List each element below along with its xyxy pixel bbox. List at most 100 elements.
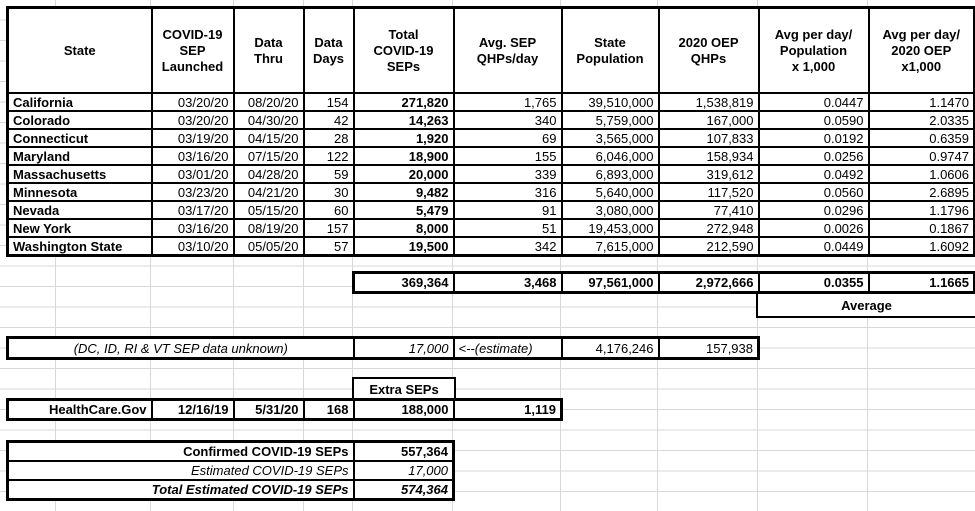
cell-avg-per-pop[interactable]: 0.0296 [757,200,870,220]
cell-days[interactable]: 157 [302,218,355,238]
cell-hcg-thru[interactable]: 5/31/20 [232,398,305,421]
cell-oep-qhps[interactable]: 1,538,819 [657,92,760,112]
cell-population[interactable]: 39,510,000 [560,92,660,112]
cell-total-seps[interactable]: 20,000 [352,164,455,184]
cell-avg-per-pop[interactable]: 0.0492 [757,164,870,184]
cell-state[interactable]: California [6,92,153,112]
cell-estimated-value[interactable]: 17,000 [352,460,455,481]
cell-total-seps[interactable]: 1,920 [352,128,455,148]
cell-avg-per-oep[interactable]: 1.1796 [867,200,975,220]
cell-population[interactable]: 5,759,000 [560,110,660,130]
cell-oep-qhps[interactable]: 107,833 [657,128,760,148]
cell-estimate-oep-qhps[interactable]: 157,938 [657,336,760,360]
cell-avg-per-oep[interactable]: 2.0335 [867,110,975,130]
cell-population-sum[interactable]: 97,561,000 [560,271,660,294]
cell-launched[interactable]: 03/01/20 [150,164,235,184]
column-header-state-population[interactable]: State Population [560,6,660,94]
cell-launched[interactable]: 03/17/20 [150,200,235,220]
cell-total-estimated-label[interactable]: Total Estimated COVID-19 SEPs [6,479,355,501]
cell-state[interactable]: Connecticut [6,128,153,148]
cell-thru[interactable]: 08/19/20 [232,218,305,238]
column-header-state[interactable]: State [6,6,153,94]
column-header-sep-launched[interactable]: COVID-19 SEP Launched [150,6,235,94]
cell-population[interactable]: 6,046,000 [560,146,660,166]
cell-thru[interactable]: 05/15/20 [232,200,305,220]
cell-total-seps[interactable]: 8,000 [352,218,455,238]
cell-state[interactable]: Nevada [6,200,153,220]
cell-oep-qhps[interactable]: 212,590 [657,236,760,257]
cell-avg-per-pop[interactable]: 0.0447 [757,92,870,112]
cell-oep-qhps[interactable]: 319,612 [657,164,760,184]
cell-estimate-population[interactable]: 4,176,246 [560,336,660,360]
column-header-avg-sep-qhps[interactable]: Avg. SEP QHPs/day [452,6,563,94]
cell-total-seps[interactable]: 14,263 [352,110,455,130]
cell-avg-qhps[interactable]: 51 [452,218,563,238]
cell-avg-qhps[interactable]: 91 [452,200,563,220]
column-header-avg-per-oep[interactable]: Avg per day/ 2020 OEP x1,000 [867,6,975,94]
cell-launched[interactable]: 03/23/20 [150,182,235,202]
cell-oep-qhps[interactable]: 77,410 [657,200,760,220]
cell-avg-per-oep[interactable]: 1.6092 [867,236,975,257]
cell-state[interactable]: Maryland [6,146,153,166]
cell-estimate-arrow-label[interactable]: <--(estimate) [452,336,563,360]
cell-avg-per-oep[interactable]: 2.6895 [867,182,975,202]
cell-estimate-seps[interactable]: 17,000 [352,336,455,360]
cell-oep-qhps-sum[interactable]: 2,972,666 [657,271,760,294]
cell-launched[interactable]: 03/10/20 [150,236,235,257]
cell-avg-per-pop[interactable]: 0.0590 [757,110,870,130]
cell-state[interactable]: New York [6,218,153,238]
cell-thru[interactable]: 04/15/20 [232,128,305,148]
cell-avg-qhps[interactable]: 342 [452,236,563,257]
cell-avg-qhps[interactable]: 1,765 [452,92,563,112]
cell-population[interactable]: 6,893,000 [560,164,660,184]
cell-oep-qhps[interactable]: 272,948 [657,218,760,238]
cell-total-seps[interactable]: 9,482 [352,182,455,202]
cell-launched[interactable]: 03/19/20 [150,128,235,148]
cell-total-seps-sum[interactable]: 369,364 [352,271,455,294]
cell-avg-qhps[interactable]: 316 [452,182,563,202]
cell-state[interactable]: Colorado [6,110,153,130]
cell-launched[interactable]: 03/16/20 [150,218,235,238]
cell-total-seps[interactable]: 18,900 [352,146,455,166]
cell-state[interactable]: Massachusetts [6,164,153,184]
cell-hcg-days[interactable]: 168 [302,398,355,421]
cell-hcg-avg-qhps[interactable]: 1,119 [452,398,563,421]
cell-thru[interactable]: 05/05/20 [232,236,305,257]
cell-avg-per-pop[interactable]: 0.0256 [757,146,870,166]
cell-launched[interactable]: 03/16/20 [150,146,235,166]
cell-avg-per-oep[interactable]: 1.1470 [867,92,975,112]
cell-days[interactable]: 30 [302,182,355,202]
cell-oep-qhps[interactable]: 117,520 [657,182,760,202]
cell-hcg-launched[interactable]: 12/16/19 [150,398,235,421]
cell-avg-per-oep[interactable]: 0.1867 [867,218,975,238]
cell-thru[interactable]: 08/20/20 [232,92,305,112]
cell-days[interactable]: 28 [302,128,355,148]
cell-oep-qhps[interactable]: 167,000 [657,110,760,130]
cell-launched[interactable]: 03/20/20 [150,92,235,112]
cell-confirmed-value[interactable]: 557,364 [352,440,455,462]
cell-avg-per-pop[interactable]: 0.0192 [757,128,870,148]
cell-total-seps[interactable]: 271,820 [352,92,455,112]
cell-population[interactable]: 3,080,000 [560,200,660,220]
cell-avg-qhps-sum[interactable]: 3,468 [452,271,563,294]
cell-launched[interactable]: 03/20/20 [150,110,235,130]
cell-avg-qhps[interactable]: 339 [452,164,563,184]
cell-avg-per-pop[interactable]: 0.0449 [757,236,870,257]
column-header-data-days[interactable]: Data Days [302,6,355,94]
cell-total-estimated-value[interactable]: 574,364 [352,479,455,501]
cell-hcg-total-seps[interactable]: 188,000 [352,398,455,421]
cell-healthcare-gov[interactable]: HealthCare.Gov [6,398,153,421]
average-label-cell[interactable]: Average [756,292,975,318]
cell-avg-per-oep[interactable]: 0.6359 [867,128,975,148]
cell-avg-per-oep[interactable]: 1.0606 [867,164,975,184]
cell-days[interactable]: 122 [302,146,355,166]
cell-total-seps[interactable]: 5,479 [352,200,455,220]
cell-population[interactable]: 19,453,000 [560,218,660,238]
cell-days[interactable]: 154 [302,92,355,112]
cell-population[interactable]: 3,565,000 [560,128,660,148]
cell-thru[interactable]: 04/21/20 [232,182,305,202]
cell-avg-per-pop-avg[interactable]: 0.0355 [757,271,870,294]
cell-avg-per-oep-avg[interactable]: 1.1665 [867,271,975,294]
cell-thru[interactable]: 04/30/20 [232,110,305,130]
column-header-total-seps[interactable]: Total COVID-19 SEPs [352,6,455,94]
